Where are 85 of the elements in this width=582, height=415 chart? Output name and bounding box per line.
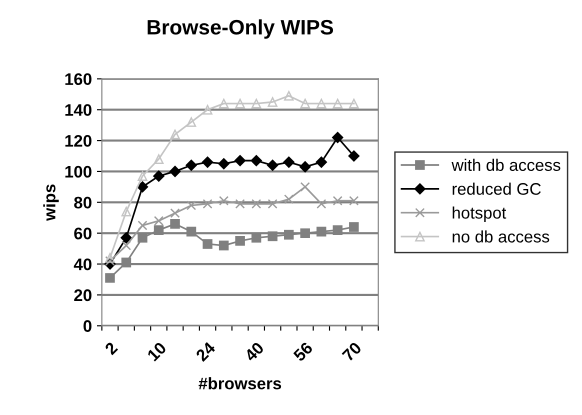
point [138, 171, 148, 181]
point [218, 158, 230, 170]
point [121, 240, 132, 250]
point [153, 170, 164, 182]
x-tick-label: 70 [342, 341, 362, 362]
legend-label: with db access [452, 158, 560, 171]
legend-label: no db access [452, 230, 550, 243]
point [349, 222, 359, 232]
x-tick-label: 24 [195, 340, 216, 362]
point [136, 181, 148, 192]
point [138, 232, 148, 243]
point [105, 273, 115, 283]
point [300, 98, 310, 108]
point [284, 230, 294, 240]
point [268, 198, 278, 209]
point [186, 200, 196, 210]
x-tick-label: 56 [292, 341, 314, 362]
y-tick-label: 80 [74, 196, 92, 209]
point [266, 160, 278, 171]
point [283, 156, 294, 168]
point [138, 220, 148, 230]
point [316, 156, 327, 168]
point [268, 97, 278, 107]
point [202, 104, 212, 115]
point [235, 98, 245, 108]
point [169, 166, 181, 178]
point [186, 117, 196, 127]
point [202, 156, 214, 168]
point [284, 90, 294, 101]
point [121, 206, 132, 216]
y-tick-label: 120 [65, 134, 92, 147]
point [300, 182, 310, 192]
point [332, 225, 343, 235]
point [349, 196, 359, 206]
point [105, 253, 115, 263]
point [332, 196, 343, 206]
point [348, 150, 360, 162]
y-tick-label: 20 [74, 289, 92, 302]
point [154, 216, 164, 226]
point [316, 198, 326, 209]
point [186, 160, 197, 171]
point [170, 130, 180, 140]
x-tick-label: 10 [146, 341, 167, 362]
point [170, 219, 180, 229]
point [235, 236, 245, 246]
point [268, 231, 278, 242]
y-tick-label: 60 [74, 228, 92, 240]
y-tick-label: 160 [65, 73, 92, 86]
legend-label: hotspot [452, 206, 506, 222]
point [251, 98, 262, 108]
chart-title: Browse-Only WIPS [148, 19, 334, 39]
point [332, 132, 344, 144]
y-tick-label: 100 [65, 166, 92, 178]
point [284, 194, 294, 204]
point [349, 98, 359, 108]
point [154, 225, 164, 235]
y-axis-title: wips [43, 184, 59, 221]
y-tick-label: 0 [84, 320, 92, 332]
point [235, 198, 245, 209]
x-tick-label: 40 [244, 341, 265, 362]
point [251, 232, 262, 243]
x-tick-label: 2 [104, 341, 118, 356]
point [121, 258, 132, 268]
point [202, 239, 212, 249]
point [154, 154, 164, 164]
point [251, 198, 262, 209]
point [218, 240, 229, 250]
point [316, 226, 326, 236]
point [316, 98, 326, 108]
y-tick-label: 40 [74, 258, 92, 270]
legend-label: reduced GC [452, 182, 541, 195]
point [250, 155, 262, 166]
point [300, 228, 310, 238]
point [332, 98, 343, 108]
point [186, 226, 196, 236]
x-axis-title: #browsers [198, 377, 282, 390]
point [218, 98, 229, 108]
point [300, 161, 311, 172]
point [234, 155, 246, 166]
point [120, 232, 132, 244]
point [202, 198, 212, 209]
point [105, 256, 115, 266]
point [218, 196, 229, 206]
y-tick-label: 140 [65, 104, 92, 116]
point [170, 208, 180, 218]
